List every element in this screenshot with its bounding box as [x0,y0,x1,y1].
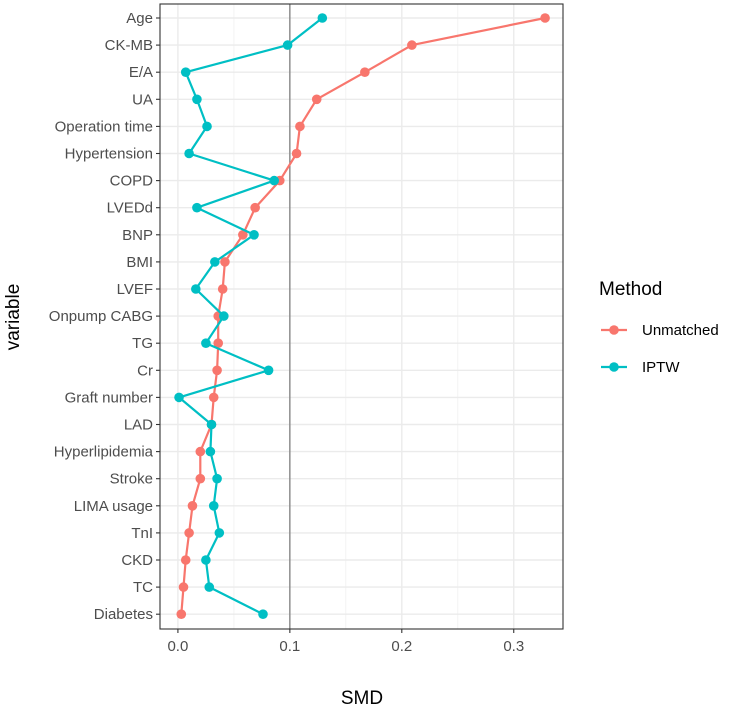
legend-items: Unmatched IPTW [601,322,719,376]
y-tick-label-stroke: Stroke [110,471,153,488]
y-tick-label-ua: UA [132,91,153,108]
point-iptw-lima-usage [208,501,219,511]
x-tick-label: 0.2 [391,638,412,655]
x-tick-label: 0.0 [167,638,188,655]
point-iptw-tni [214,528,225,538]
point-iptw-bnp [249,230,259,240]
legend: Method Unmatched IPTW [599,279,719,376]
y-axis-ticks: Age CK-MB E/A UA Operation time Hypertension C… [49,10,160,623]
y-tick-label-ckd: CKD [121,552,153,569]
x-axis-title: SMD [341,688,383,709]
point-unmatched-ckd [180,555,191,565]
y-tick-label-lad: LAD [124,417,153,434]
point-iptw-tc [204,582,215,592]
point-unmatched-stroke [195,473,206,484]
point-iptw-ck-mb [282,40,293,50]
point-iptw-lad [206,419,217,430]
point-iptw-stroke [212,473,222,484]
point-unmatched-bnp [238,230,248,240]
y-tick-label-lima-usage: LIMA usage [74,498,153,515]
y-tick-label-tg: TG [132,335,153,352]
point-unmatched-hypertension [291,148,302,159]
y-tick-label-hypertension: Hypertension [65,146,153,163]
legend-label-iptw: IPTW [642,359,680,376]
point-iptw-hypertension [184,148,194,159]
x-tick-label: 0.1 [279,638,300,655]
y-tick-label-bnp: BNP [122,227,153,244]
point-iptw-tg [201,338,211,349]
y-tick-label-lvedd: LVEDd [107,200,153,217]
point-unmatched-age [540,13,550,23]
series-unmatched [176,13,550,619]
point-iptw-operation-time [202,121,212,132]
x-tick-label: 0.3 [503,638,524,655]
y-tick-label-tni: TnI [131,525,153,542]
point-iptw-copd [269,175,279,186]
point-iptw-age [317,13,328,23]
point-unmatched-lima-usage [187,501,198,511]
y-tick-label-e-a: E/A [129,64,153,81]
point-unmatched-ua [311,94,322,105]
y-tick-label-hyperlipidemia: Hyperlipidemia [54,444,154,461]
legend-title: Method [599,279,662,300]
y-tick-label-age: Age [126,10,153,27]
point-unmatched-tg [213,338,224,349]
point-iptw-e-a [180,67,191,77]
legend-label-unmatched: Unmatched [642,322,719,339]
point-unmatched-lvef [217,284,228,294]
point-iptw-cr [263,365,274,376]
point-iptw-onpump-cabg [219,311,229,321]
point-iptw-lvef [191,284,201,294]
grid-lines [160,4,563,629]
y-tick-label-onpump-cabg: Onpump CABG [49,308,153,325]
point-unmatched-diabetes [176,609,187,619]
point-unmatched-hyperlipidemia [195,446,206,457]
point-iptw-hyperlipidemia [205,446,216,457]
point-unmatched-e-a [360,67,370,77]
y-tick-label-bmi: BMI [126,254,153,271]
y-tick-label-cr: Cr [137,362,153,379]
y-tick-label-ck-mb: CK-MB [105,37,153,54]
y-tick-label-operation-time: Operation time [55,118,153,135]
legend-key-point [609,325,619,335]
point-unmatched-lvedd [250,202,260,213]
point-unmatched-tni [184,528,194,538]
point-iptw-ckd [201,555,211,565]
point-iptw-lvedd [192,202,202,213]
point-unmatched-bmi [220,257,230,267]
x-axis-ticks: 0.0 0.1 0.2 0.3 [167,629,524,655]
point-iptw-diabetes [258,609,268,619]
legend-item-iptw: IPTW [601,359,680,376]
point-unmatched-tc [178,582,189,592]
y-tick-label-graft-number: Graft number [65,389,153,406]
y-tick-label-copd: COPD [110,173,154,190]
series-layer [174,13,550,619]
legend-item-unmatched: Unmatched [601,322,719,339]
y-axis-title: variable [3,284,24,351]
y-tick-label-lvef: LVEF [117,281,153,298]
y-tick-label-diabetes: Diabetes [94,606,153,623]
point-iptw-ua [192,94,202,105]
y-tick-label-tc: TC [133,579,153,596]
point-iptw-bmi [210,257,220,267]
series-iptw [174,13,328,619]
point-unmatched-cr [212,365,222,376]
legend-key-point [609,362,619,372]
point-unmatched-graft-number [208,392,219,403]
point-unmatched-operation-time [295,121,305,132]
point-unmatched-ck-mb [407,40,417,50]
point-iptw-graft-number [174,392,184,403]
